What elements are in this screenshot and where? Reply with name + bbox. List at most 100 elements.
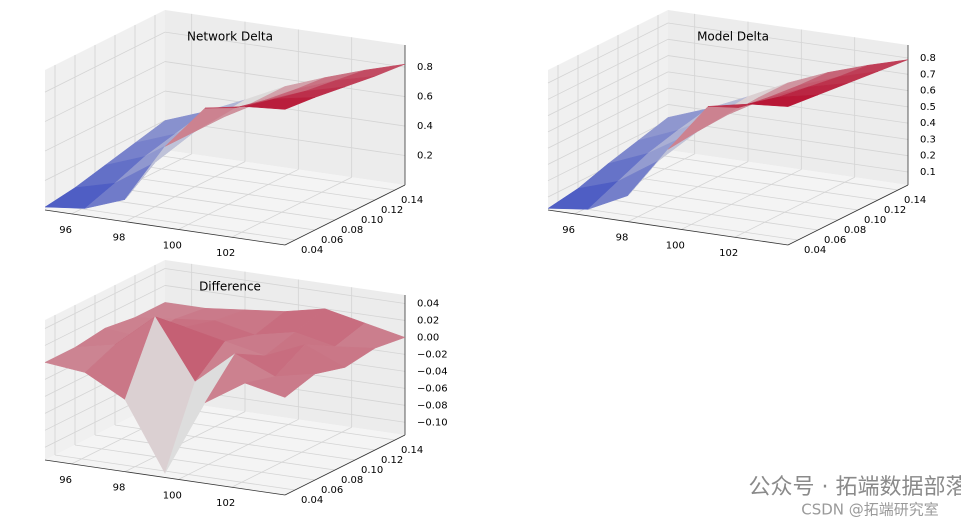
x-tick-label: 100 [666, 240, 685, 251]
grid-line [577, 194, 819, 231]
grid-line [667, 120, 909, 157]
x-tick-label: 100 [163, 490, 182, 501]
y-tick-label: 0.04 [301, 245, 323, 256]
grid-line [597, 184, 839, 221]
axis-line [44, 209, 286, 246]
z-tick-label: −0.08 [417, 400, 448, 411]
z-tick-label: 0.8 [920, 53, 936, 64]
axis-line [44, 459, 286, 496]
surface-patch [244, 97, 316, 110]
grid-line [627, 161, 749, 223]
z-tick-label: 0.00 [417, 332, 439, 343]
z-tick-label: 0.1 [920, 167, 936, 178]
grid-line [94, 184, 336, 221]
y-tick-label: 0.04 [804, 245, 826, 256]
grid-line [44, 268, 166, 329]
axis-line [284, 434, 406, 496]
z-tick-label: 0.4 [417, 121, 433, 132]
grid-line [547, 87, 669, 149]
grid-line [178, 419, 299, 480]
grid-line [547, 120, 669, 182]
x-tick-label: 98 [616, 233, 629, 244]
x-tick-label: 96 [59, 225, 72, 236]
subplot: 96 98 100 102 0.040.060.080.100.120.14 0.1 0.2… [547, 10, 936, 259]
grid-line [164, 31, 406, 68]
y-tick-label: 0.14 [904, 195, 926, 206]
y-tick-label: 0.12 [381, 205, 403, 216]
chart-title: Network Delta [187, 30, 273, 44]
grid-line [164, 268, 406, 304]
y-tick-label: 0.04 [301, 495, 323, 506]
grid-line [231, 176, 352, 238]
grid-line [44, 90, 166, 152]
grid-line [154, 154, 396, 191]
chart-title: Difference [199, 280, 261, 294]
x-tick-label: 102 [216, 248, 235, 259]
x-tick-label: 100 [163, 240, 182, 251]
grid-line [231, 426, 352, 488]
grid-line [667, 55, 909, 91]
subplot: 96 98 100 102 0.040.060.080.100.120.14 0.2 0.4… [44, 10, 433, 259]
y-tick-label: 0.08 [844, 225, 866, 236]
z-tick-label: 0.6 [417, 92, 433, 103]
grid-line [164, 61, 406, 97]
grid-line [178, 169, 299, 230]
y-tick-label: 0.14 [401, 195, 423, 206]
grid-line [617, 174, 859, 211]
axis-line [787, 184, 909, 246]
x-tick-label: 98 [113, 233, 126, 244]
grid-line [557, 204, 799, 241]
grid-line [134, 164, 376, 201]
grid-line [547, 22, 669, 84]
y-tick-label: 0.10 [361, 215, 383, 226]
z-tick-label: 0.3 [920, 134, 936, 145]
y-tick-label: 0.06 [321, 235, 343, 246]
grid-line [547, 55, 669, 116]
pane-floor [45, 400, 405, 495]
surface-patch [747, 94, 819, 107]
grid-line [637, 164, 879, 201]
x-tick-label: 102 [216, 498, 235, 509]
z-tick-label: 0.2 [417, 151, 433, 162]
grid-line [54, 454, 296, 491]
x-tick-label: 98 [113, 483, 126, 494]
y-tick-label: 0.08 [341, 225, 363, 236]
grid-line [44, 61, 166, 122]
grid-line [54, 204, 296, 241]
z-tick-label: 0.04 [417, 298, 439, 309]
y-tick-label: 0.08 [341, 475, 363, 486]
grid-line [547, 38, 669, 100]
z-tick-label: −0.04 [417, 366, 448, 377]
z-tick-label: 0.8 [417, 62, 433, 73]
z-tick-label: 0.2 [920, 151, 936, 162]
watermark: 公众号 · 拓端数据部落 [749, 475, 961, 500]
grid-line [164, 285, 406, 321]
grid-line [94, 434, 336, 471]
grid-line [114, 174, 356, 211]
grid-line [44, 31, 166, 93]
axis-line [284, 184, 406, 246]
grid-line [547, 104, 669, 165]
z-tick-label: −0.06 [417, 383, 448, 394]
y-tick-label: 0.10 [361, 465, 383, 476]
z-tick-label: 0.7 [920, 69, 936, 80]
grid-line [124, 411, 246, 473]
z-tick-label: 0.5 [920, 102, 936, 113]
grid-line [667, 136, 909, 173]
surface-patch [244, 373, 316, 398]
z-tick-label: 0.4 [920, 118, 936, 129]
y-tick-label: 0.06 [321, 485, 343, 496]
z-tick-label: −0.10 [417, 417, 448, 428]
grid-line [74, 444, 316, 481]
grid-line [681, 169, 802, 230]
z-tick-label: 0.02 [417, 315, 439, 326]
y-tick-label: 0.12 [381, 455, 403, 466]
watermark: CSDN @拓端研究室 [801, 501, 939, 519]
grid-line [44, 120, 166, 181]
x-tick-label: 96 [59, 475, 72, 486]
grid-line [547, 71, 669, 133]
grid-line [657, 154, 899, 191]
y-tick-label: 0.06 [824, 235, 846, 246]
